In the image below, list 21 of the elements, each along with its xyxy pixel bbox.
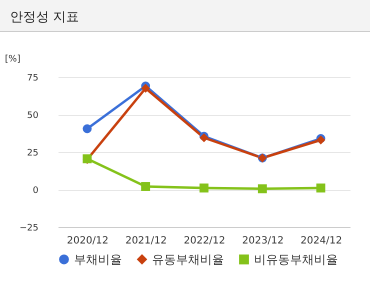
point — [258, 184, 267, 194]
legend-label: 비유동부채비율 — [254, 252, 338, 266]
chart-title: 안정성 지표 — [0, 0, 370, 32]
y-tick-label: 0 — [32, 186, 39, 196]
x-tick-label: 2022/12 — [184, 236, 226, 246]
y-tick-label: 50 — [27, 111, 39, 121]
point — [82, 124, 92, 134]
y-tick-label: −25 — [20, 224, 38, 234]
y-tick-label: 25 — [27, 148, 38, 158]
point — [316, 184, 326, 192]
y-axis-title: [%] — [4, 54, 20, 64]
x-tick-label: 2023/12 — [242, 236, 284, 246]
point — [200, 184, 208, 192]
point — [141, 182, 150, 191]
legend-label: 유동부채비율 — [152, 252, 224, 266]
x-tick-label: 2020/12 — [66, 236, 108, 246]
x-tick-label: 2024/12 — [300, 236, 342, 246]
x-tick-label: 2021/12 — [125, 236, 167, 246]
legend-label: 부채비율 — [74, 252, 122, 266]
y-tick-label: 75 — [27, 74, 38, 84]
point — [141, 84, 150, 93]
